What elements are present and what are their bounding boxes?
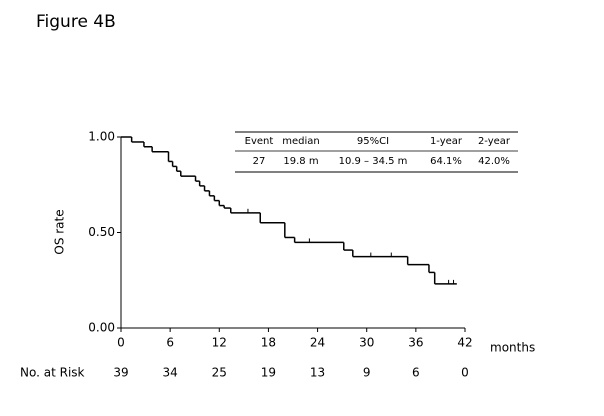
- x-tick-label: 0: [117, 336, 125, 350]
- x-tick-label: 36: [408, 336, 423, 350]
- x-tick-label: 6: [166, 336, 174, 350]
- table-header: 95%CI: [357, 136, 389, 147]
- y-tick-label: 0.50: [88, 225, 115, 239]
- risk-count: 25: [212, 366, 227, 380]
- risk-count: 13: [310, 366, 325, 380]
- table-cell: 27: [253, 156, 266, 167]
- table-header: 2-year: [478, 136, 511, 147]
- risk-label: No. at Risk: [20, 366, 85, 380]
- x-axis-label: months: [490, 341, 535, 355]
- risk-count: 19: [261, 366, 276, 380]
- x-tick-label: 30: [359, 336, 374, 350]
- table-header: median: [282, 136, 320, 147]
- y-tick-label: 0.00: [88, 321, 115, 335]
- chart-title: Figure 4B: [36, 12, 116, 32]
- y-tick-label: 1.00: [88, 130, 115, 144]
- y-axis-label: OS rate: [53, 209, 67, 254]
- x-tick-label: 24: [310, 336, 325, 350]
- x-tick-label: 42: [457, 336, 472, 350]
- table-header: 1-year: [430, 136, 463, 147]
- risk-count: 39: [113, 366, 128, 380]
- table-cell: 19.8 m: [283, 156, 318, 167]
- table-cell: 10.9 – 34.5 m: [339, 156, 408, 167]
- risk-count: 9: [363, 366, 371, 380]
- x-tick-label: 18: [261, 336, 276, 350]
- risk-count: 6: [412, 366, 420, 380]
- table-cell: 64.1%: [430, 156, 462, 167]
- x-tick-label: 12: [212, 336, 227, 350]
- risk-count: 0: [461, 366, 469, 380]
- table-cell: 42.0%: [478, 156, 510, 167]
- table-header: Event: [245, 136, 274, 147]
- risk-count: 34: [163, 366, 178, 380]
